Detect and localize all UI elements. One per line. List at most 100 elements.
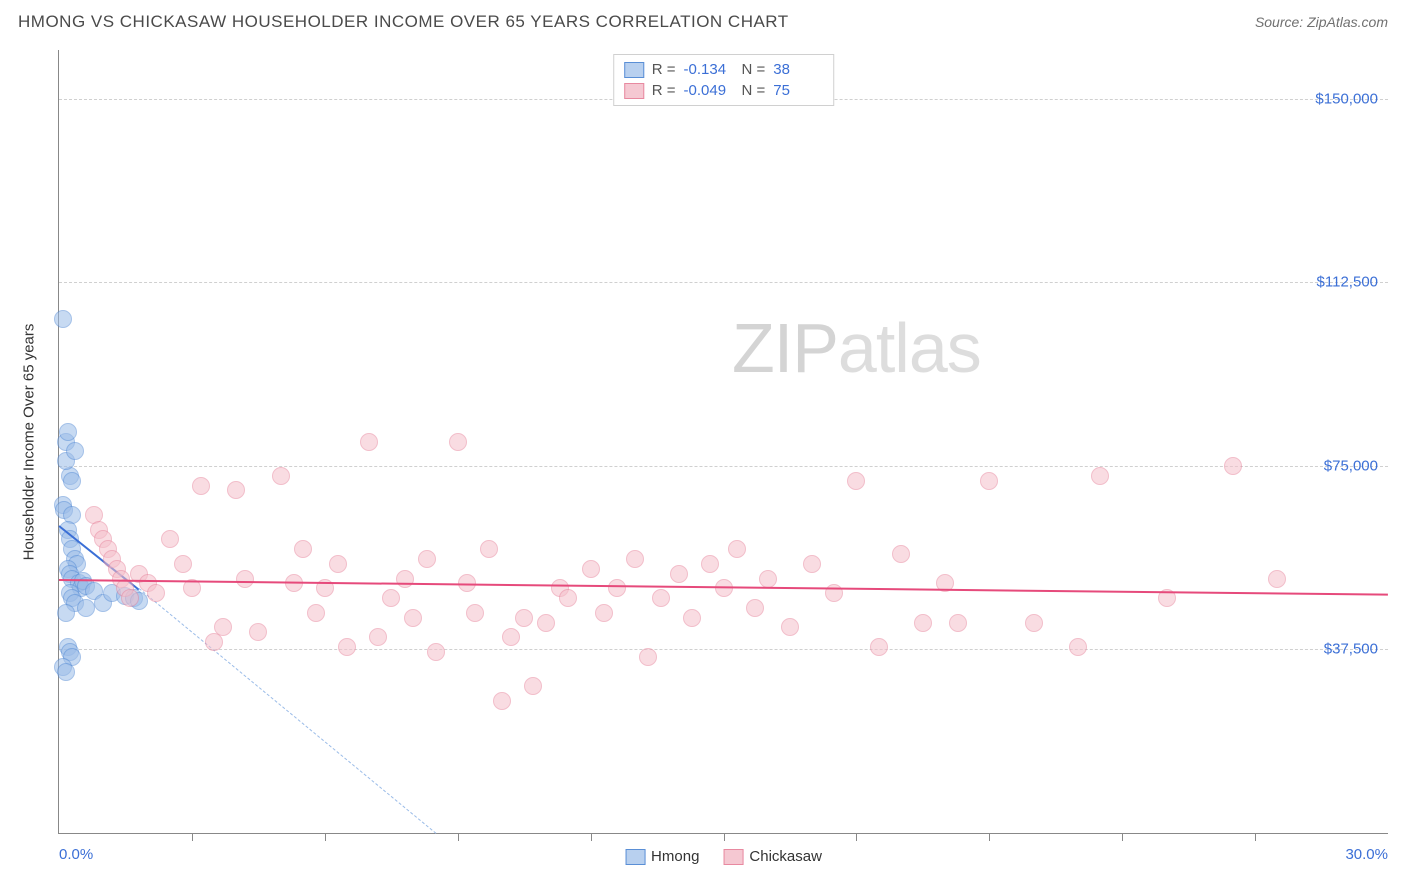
scatter-point [870,638,888,656]
scatter-point [66,442,84,460]
scatter-point [1268,570,1286,588]
scatter-point [683,609,701,627]
scatter-point [227,481,245,499]
x-axis-min-label: 0.0% [59,846,93,863]
scatter-point [652,589,670,607]
scatter-point [1069,638,1087,656]
scatter-point [121,589,139,607]
scatter-point [161,530,179,548]
legend-row-hmong: R = -0.134 N = 38 [624,59,824,80]
r-value: -0.049 [684,82,734,99]
scatter-point [582,560,600,578]
x-tick [458,833,459,841]
chart-title: HMONG VS CHICKASAW HOUSEHOLDER INCOME OV… [18,12,789,32]
scatter-point [847,472,865,490]
x-tick [1122,833,1123,841]
scatter-point [980,472,998,490]
y-tick-label: $37,500 [1324,641,1378,658]
x-tick [591,833,592,841]
scatter-point [639,648,657,666]
trendline [138,588,435,833]
scatter-point [214,618,232,636]
scatter-point [249,623,267,641]
scatter-point [670,565,688,583]
swatch-icon [624,62,644,78]
scatter-point [781,618,799,636]
x-tick [192,833,193,841]
scatter-point [524,677,542,695]
scatter-point [307,604,325,622]
x-tick [1255,833,1256,841]
gridline [59,649,1388,650]
scatter-point [338,638,356,656]
scatter-point [759,570,777,588]
x-tick [856,833,857,841]
scatter-point [404,609,422,627]
gridline [59,466,1388,467]
scatter-point [914,614,932,632]
scatter-point [728,540,746,558]
scatter-point [515,609,533,627]
scatter-point [57,604,75,622]
scatter-point [192,477,210,495]
scatter-point [949,614,967,632]
scatter-point [803,555,821,573]
swatch-icon [624,83,644,99]
swatch-icon [625,849,645,865]
scatter-point [626,550,644,568]
n-value: 38 [773,61,823,78]
plot-area: ZIPatlas R = -0.134 N = 38 R = -0.049 N … [58,50,1388,834]
scatter-point [892,545,910,563]
scatter-point [369,628,387,646]
y-tick-label: $150,000 [1315,90,1378,107]
legend-row-chickasaw: R = -0.049 N = 75 [624,80,824,101]
n-value: 75 [773,82,823,99]
chart-container: ZIPatlas R = -0.134 N = 38 R = -0.049 N … [18,50,1388,874]
scatter-point [236,570,254,588]
scatter-point [174,555,192,573]
scatter-point [1025,614,1043,632]
scatter-point [1091,467,1109,485]
legend-label: Chickasaw [749,848,822,865]
scatter-point [59,423,77,441]
watermark: ZIPatlas [732,308,981,388]
scatter-point [54,310,72,328]
legend-item: Hmong [625,848,699,865]
scatter-point [701,555,719,573]
swatch-icon [723,849,743,865]
correlation-legend: R = -0.134 N = 38 R = -0.049 N = 75 [613,54,835,106]
y-axis-label: Householder Income Over 65 years [21,323,38,560]
scatter-point [329,555,347,573]
scatter-point [595,604,613,622]
scatter-point [294,540,312,558]
y-tick-label: $75,000 [1324,457,1378,474]
scatter-point [746,599,764,617]
x-tick [325,833,326,841]
scatter-point [608,579,626,597]
header: HMONG VS CHICKASAW HOUSEHOLDER INCOME OV… [0,0,1406,40]
scatter-point [272,467,290,485]
scatter-point [57,663,75,681]
scatter-point [502,628,520,646]
scatter-point [418,550,436,568]
scatter-point [493,692,511,710]
r-value: -0.134 [684,61,734,78]
series-legend: Hmong Chickasaw [625,848,822,865]
gridline [59,282,1388,283]
scatter-point [77,599,95,617]
legend-label: Hmong [651,848,699,865]
scatter-point [1224,457,1242,475]
x-axis-max-label: 30.0% [1345,846,1388,863]
scatter-point [427,643,445,661]
scatter-point [63,472,81,490]
scatter-point [480,540,498,558]
scatter-point [360,433,378,451]
scatter-point [559,589,577,607]
x-tick [989,833,990,841]
legend-item: Chickasaw [723,848,822,865]
x-tick [724,833,725,841]
scatter-point [466,604,484,622]
scatter-point [449,433,467,451]
y-tick-label: $112,500 [1317,274,1378,291]
scatter-point [382,589,400,607]
